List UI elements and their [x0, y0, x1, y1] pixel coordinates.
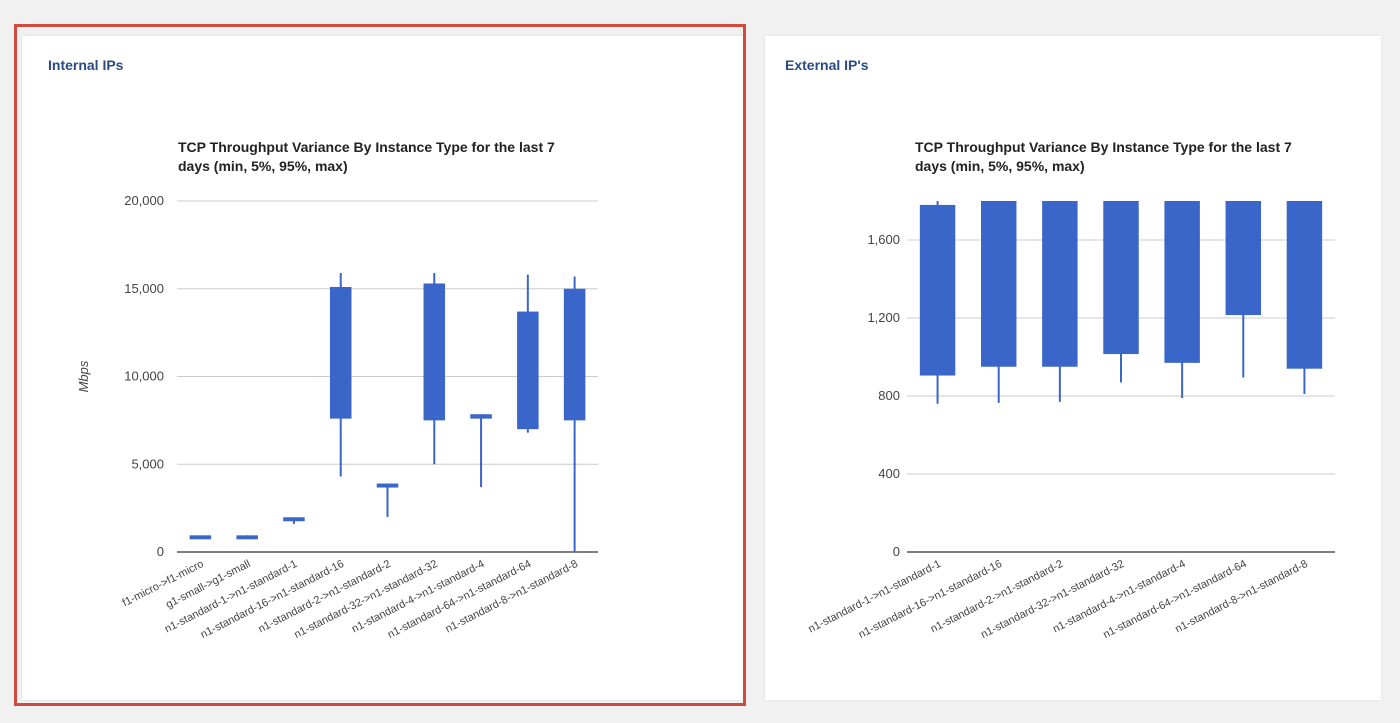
internal-ips-panel: Internal IPs TCP Throughput Variance By …: [22, 36, 744, 700]
candle-box: [1103, 201, 1139, 355]
candle-box: [189, 535, 212, 540]
candle-box: [236, 535, 258, 540]
y-tick-label: 800: [878, 388, 900, 403]
external-ips-panel: External IP's TCP Throughput Variance By…: [765, 36, 1381, 700]
internal-ips-chart: TCP Throughput Variance By Instance Type…: [76, 139, 598, 641]
chart-title: days (min, 5%, 95%, max): [178, 158, 348, 174]
y-tick-label: 0: [893, 544, 900, 559]
y-tick-label: 5,000: [131, 456, 164, 471]
y-tick-label: 400: [878, 466, 900, 481]
y-tick-label: 15,000: [124, 281, 164, 296]
candle-box: [1164, 201, 1200, 363]
y-tick-label: 20,000: [124, 193, 164, 208]
y-tick-label: 10,000: [124, 369, 164, 384]
y-tick-label: 0: [157, 544, 164, 559]
y-tick-label: 1,200: [867, 310, 900, 325]
x-tick-label: f1-micro->f1-micro: [121, 558, 206, 609]
chart-title: TCP Throughput Variance By Instance Type…: [915, 139, 1292, 155]
candle-box: [283, 517, 305, 522]
candle-box: [517, 311, 539, 430]
candle-box: [919, 204, 956, 376]
candle-box: [1286, 201, 1323, 369]
candle-box: [563, 288, 586, 421]
y-axis-label: Mbps: [76, 360, 91, 392]
external-ips-chart: TCP Throughput Variance By Instance Type…: [806, 139, 1335, 641]
candle-box: [376, 483, 399, 488]
panel-title: Internal IPs: [48, 57, 124, 73]
candle-box: [1225, 201, 1262, 316]
candle-box: [329, 286, 352, 419]
panel-title: External IP's: [785, 57, 869, 73]
chart-title: days (min, 5%, 95%, max): [915, 158, 1085, 174]
candle-box: [1042, 201, 1078, 367]
candle-box: [470, 414, 492, 419]
chart-title: TCP Throughput Variance By Instance Type…: [178, 139, 555, 155]
candle-box: [423, 283, 446, 421]
candle-box: [980, 201, 1017, 367]
y-tick-label: 1,600: [867, 232, 900, 247]
